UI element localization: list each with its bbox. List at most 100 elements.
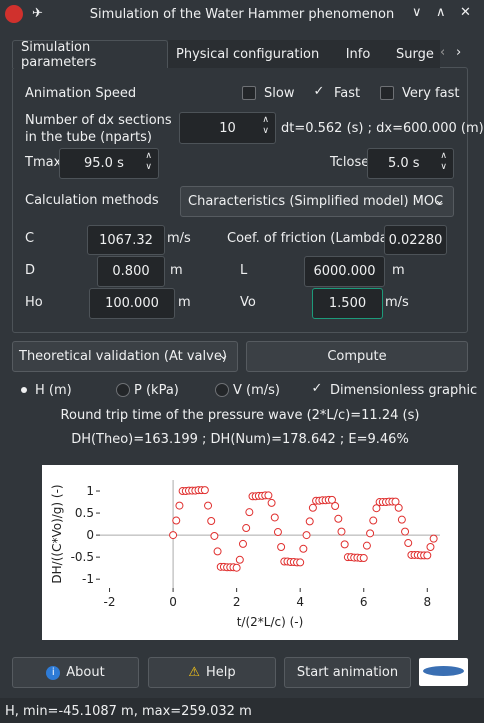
radio-label: P (kPa): [134, 383, 179, 398]
label: Calculation methods: [25, 193, 159, 208]
y-tick-label: 1: [86, 484, 94, 498]
x-tick-label: 0: [169, 595, 177, 609]
point: [213, 547, 222, 556]
maximize-button[interactable]: ∧: [436, 5, 446, 20]
radio[interactable]: [215, 383, 229, 397]
about-button[interactable]: i About: [12, 657, 139, 688]
point: [296, 558, 305, 567]
input[interactable]: 1.500: [312, 288, 383, 319]
y-tick-label: 0: [86, 528, 94, 542]
label: Animation Speed: [25, 86, 137, 101]
point: [369, 516, 378, 525]
point: [273, 528, 282, 537]
y-tick-label: -0.5: [71, 550, 94, 564]
point: [394, 503, 403, 512]
x-tick-label: 2: [233, 595, 241, 609]
y-axis-label: DH/((C*Vo)/g) (-): [50, 484, 64, 583]
label: Tclose: [330, 155, 370, 170]
x-tick-label: 4: [296, 595, 304, 609]
point: [337, 527, 346, 536]
point: [204, 501, 213, 510]
minimize-button[interactable]: ∨: [412, 5, 422, 20]
point: [397, 515, 406, 524]
point: [200, 486, 209, 495]
x-tick-label: -2: [104, 595, 116, 609]
point: [401, 527, 410, 536]
tab-scroll-left[interactable]: ‹: [440, 45, 446, 60]
point: [232, 563, 241, 572]
value: 95.0 s: [84, 156, 124, 171]
result: Round trip time of the pressure wave (2*…: [60, 408, 420, 423]
tab[interactable]: Simulation parameters: [12, 40, 168, 70]
point: [308, 503, 317, 512]
checkbox[interactable]: ✓: [311, 381, 323, 396]
value: 5.0 s: [388, 156, 420, 171]
point: [404, 539, 413, 548]
radio[interactable]: [17, 383, 31, 397]
x-tick-label: 8: [423, 595, 431, 609]
radio-label: H (m): [35, 383, 72, 398]
tab[interactable]: Info: [328, 40, 388, 68]
tab[interactable]: Surge: [388, 40, 440, 68]
point: [359, 554, 368, 563]
point: [267, 498, 276, 507]
point: [327, 495, 336, 504]
spinbox[interactable]: 95.0 s ∧ ∨: [59, 148, 159, 179]
compute-button[interactable]: Compute: [246, 341, 468, 372]
point: [270, 513, 279, 522]
point: [242, 524, 251, 533]
spinbox[interactable]: 5.0 s ∧ ∨: [367, 148, 454, 179]
tab-scroll-right[interactable]: ›: [456, 45, 462, 60]
label: Ho: [25, 295, 43, 310]
point: [340, 540, 349, 549]
point: [362, 541, 371, 550]
point: [331, 502, 340, 511]
combobox[interactable]: Characteristics (Simplified model) MOC ⌄: [180, 186, 454, 217]
spinbox[interactable]: 10 ∧ ∨: [179, 112, 276, 144]
chart: -2 0 2 4 6 8 -1 -0.5 0 0.5 1 t/(2*L/c) (-) DH/((C*Vo…: [42, 465, 458, 640]
point: [391, 497, 400, 506]
checkbox-label: Dimensionless graphic: [330, 383, 478, 398]
input[interactable]: 1067.32: [87, 225, 165, 255]
point: [172, 516, 181, 525]
label: D: [25, 263, 36, 278]
pin-icon[interactable]: ✈: [32, 6, 43, 21]
point: [169, 531, 178, 540]
result: DH(Theo)=163.199 ; DH(Num)=178.642 ; E=9…: [71, 432, 409, 447]
point: [305, 517, 314, 526]
unit: m/s: [385, 295, 409, 310]
radio[interactable]: [116, 383, 130, 397]
checkbox[interactable]: [242, 86, 256, 100]
point: [210, 531, 219, 540]
label: Vo: [240, 295, 256, 310]
label: Coef. of friction (Lambda): [227, 231, 393, 246]
input[interactable]: 100.000: [89, 288, 175, 319]
start-button[interactable]: Start animation: [284, 657, 411, 688]
label: Number of dx sections in the tube (npart…: [25, 113, 172, 145]
checkbox[interactable]: ✓: [313, 84, 325, 99]
point: [372, 504, 381, 513]
input[interactable]: 0.800: [97, 256, 165, 287]
input[interactable]: 0.02280: [384, 225, 447, 255]
close-button[interactable]: ✕: [460, 5, 471, 20]
tab[interactable]: Physical configuration: [168, 40, 328, 68]
status-bar: [0, 698, 484, 723]
input[interactable]: 6000.000: [304, 256, 385, 287]
validation-combobox[interactable]: Theoretical validation (At valve) ⌄: [12, 341, 238, 372]
point: [277, 543, 286, 552]
checkbox[interactable]: [380, 86, 394, 100]
label: L: [240, 263, 248, 278]
point: [264, 491, 273, 500]
value: 10: [219, 120, 236, 136]
point: [235, 555, 244, 564]
logo: [419, 658, 468, 686]
unit: m/s: [167, 231, 191, 246]
label: Help: [206, 665, 236, 680]
help-button[interactable]: ⚠ Help: [148, 657, 276, 688]
app-icon: [5, 5, 23, 23]
checkbox-label: Very fast: [402, 86, 460, 101]
y-tick-label: -1: [82, 572, 94, 586]
point: [426, 543, 435, 552]
y-tick-label: 0.5: [75, 506, 94, 520]
